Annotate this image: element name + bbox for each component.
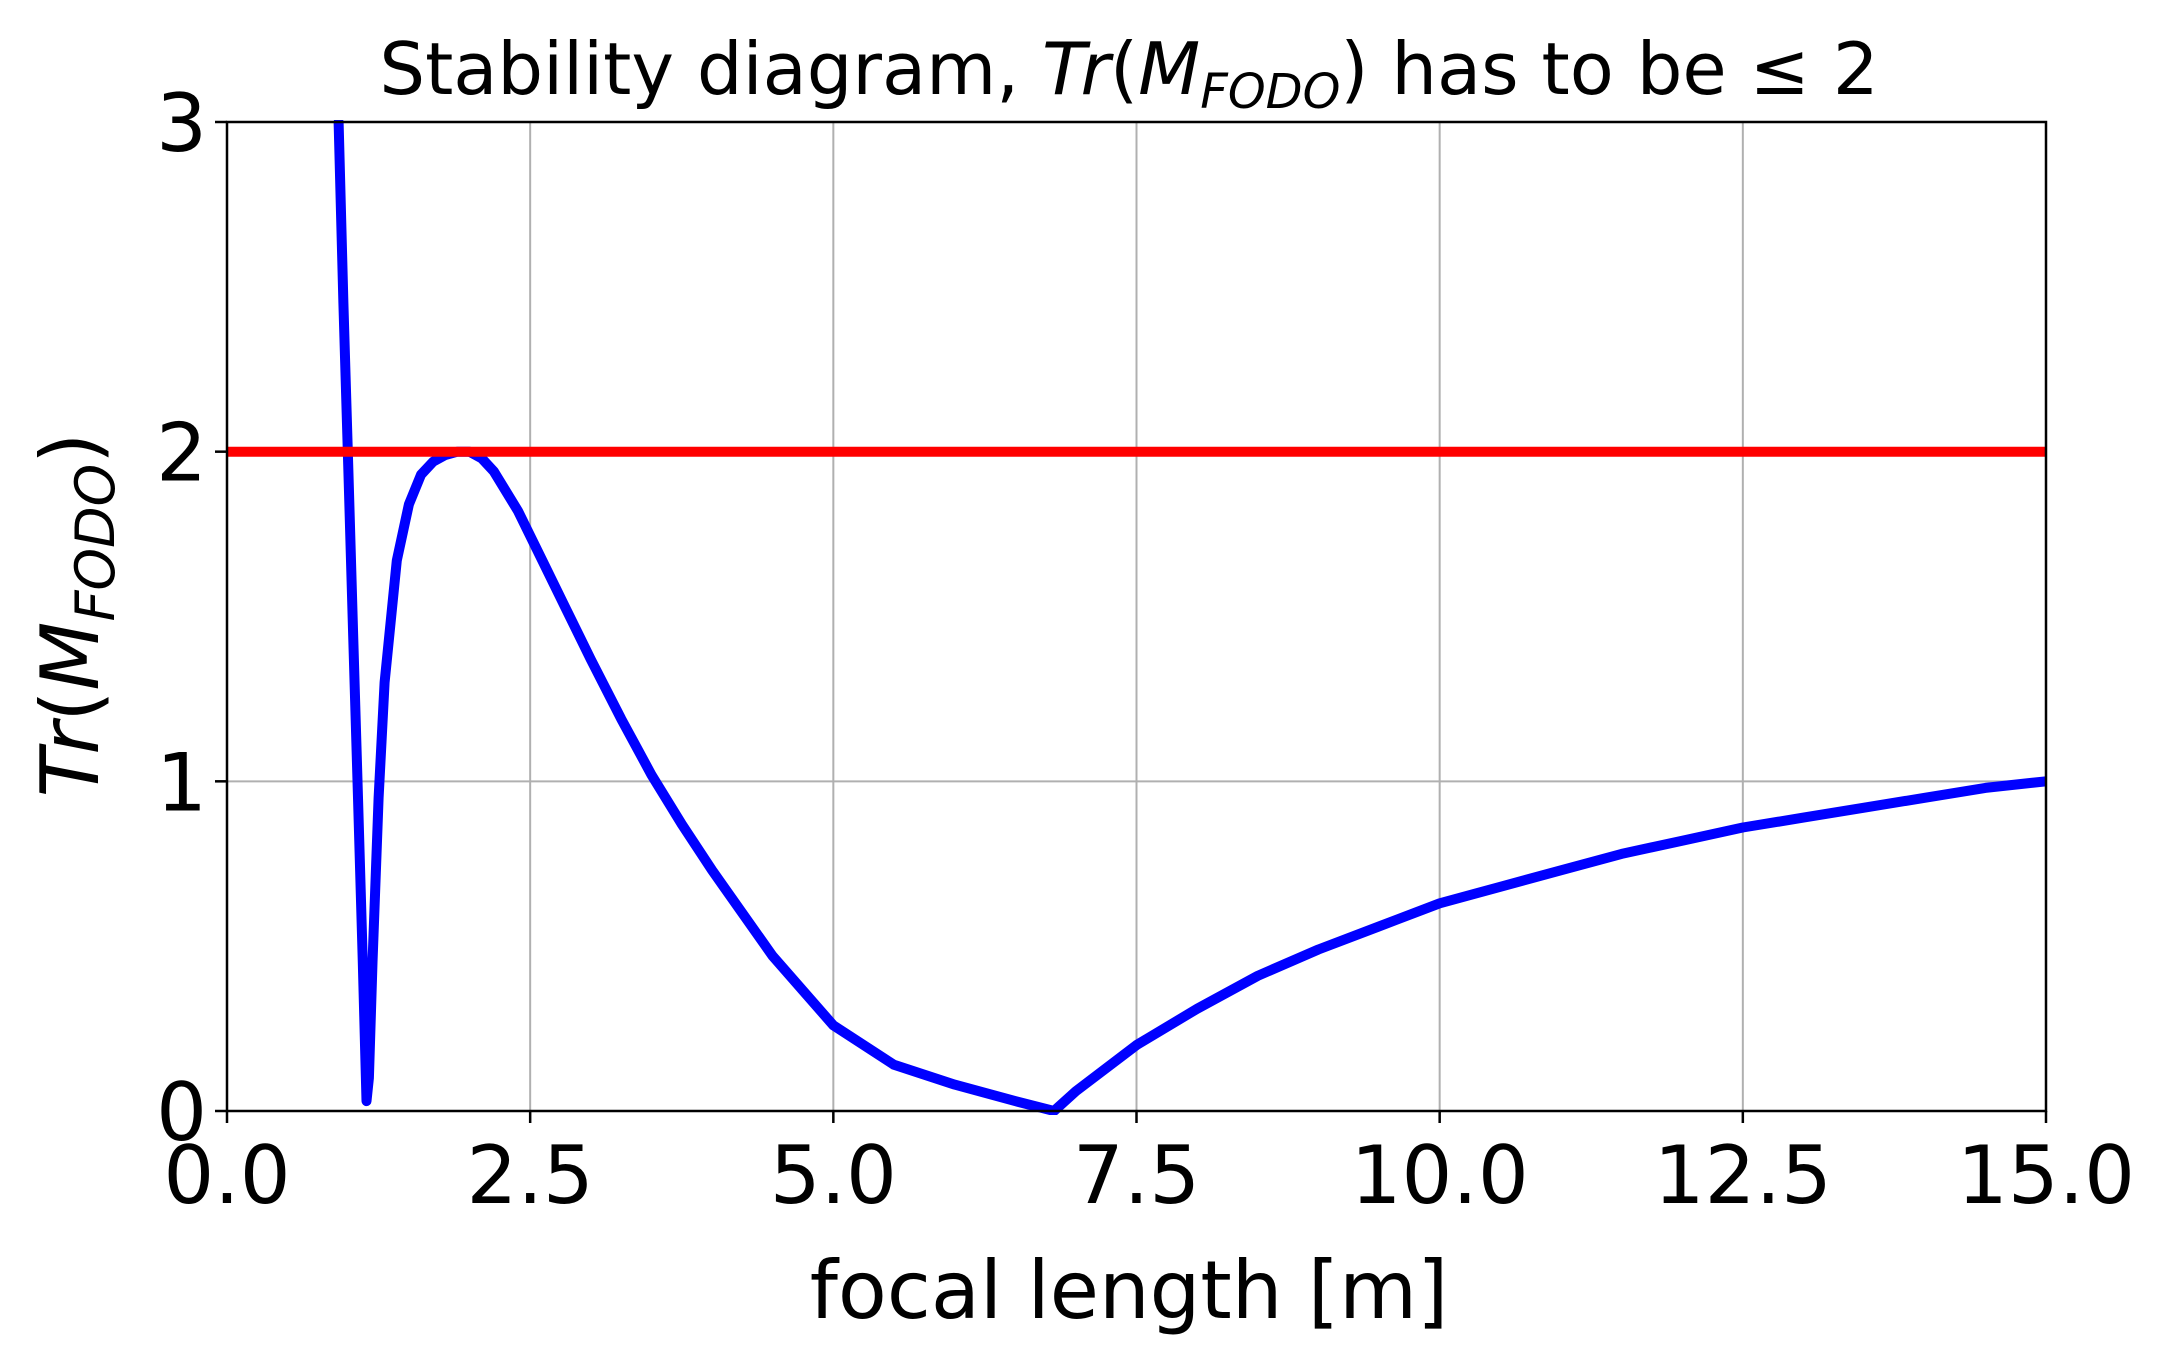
y-axis-label: Tr(MFODO) bbox=[24, 433, 127, 798]
series-lines bbox=[227, 120, 2046, 1115]
x-tick-label: 7.5 bbox=[1073, 1129, 1200, 1222]
axis-ticks: 0.0 2.5 5.0 7.5 10.0 12.5 15.0 0 1 2 3 bbox=[156, 77, 2135, 1222]
y-tick-label: 1 bbox=[156, 736, 207, 829]
x-tick-label: 15.0 bbox=[1957, 1129, 2135, 1222]
x-tick-label: 2.5 bbox=[467, 1129, 594, 1222]
x-tick-label: 10.0 bbox=[1351, 1129, 1529, 1222]
x-axis-label: focal length [m] bbox=[810, 1244, 1449, 1337]
chart-title: Stability diagram, Tr(MFODO) has to be ≤… bbox=[379, 27, 1878, 120]
y-tick-label: 2 bbox=[156, 407, 207, 500]
x-tick-label: 5.0 bbox=[770, 1129, 897, 1222]
y-tick-label: 3 bbox=[156, 77, 207, 170]
grid-lines bbox=[226, 121, 2047, 1112]
y-tick-label: 0 bbox=[156, 1066, 207, 1159]
x-tick-label: 0.0 bbox=[163, 1129, 290, 1222]
x-tick-label: 12.5 bbox=[1654, 1129, 1832, 1222]
trace-curve-line bbox=[333, 120, 2046, 1115]
